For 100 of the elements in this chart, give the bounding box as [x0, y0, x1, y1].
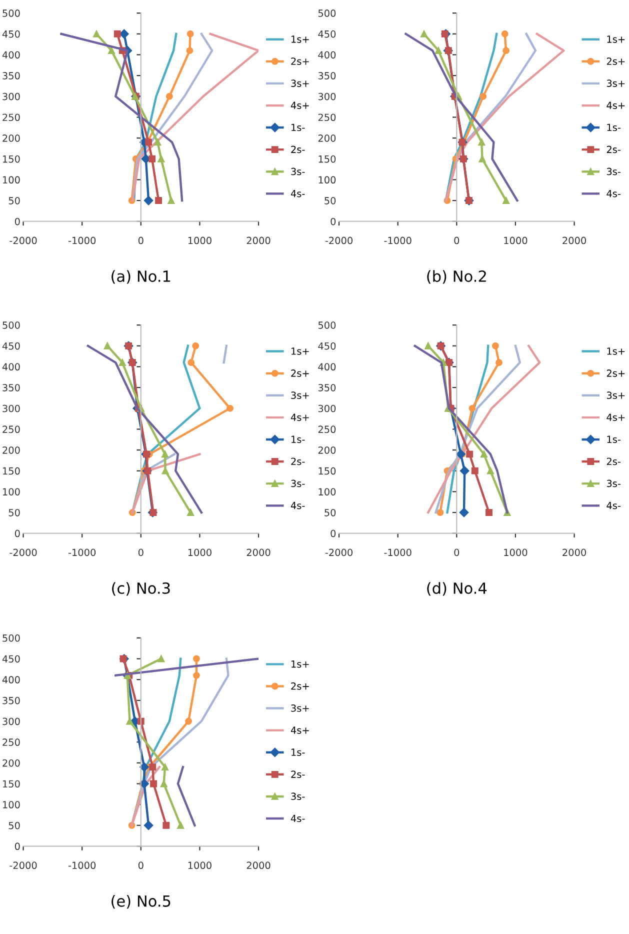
legend-label: 4s+: [290, 102, 309, 110]
y-tick-label: 500: [2, 634, 20, 642]
legend-label: 4s+: [606, 414, 625, 421]
x-tick-label: 0: [138, 236, 144, 244]
y-tick-label: 300: [2, 404, 20, 412]
text: (d) No.4: [427, 582, 487, 596]
y-tick-label: 150: [318, 467, 336, 475]
y-tick-label: 0: [330, 218, 336, 226]
y-tick-label: 0: [330, 530, 336, 538]
x-tick-label: -1000: [384, 548, 412, 556]
legend-label: 2s+: [606, 58, 625, 65]
y-tick-label: 200: [318, 134, 336, 142]
text: (e) No.5: [112, 895, 170, 909]
y-tick-label: 450: [318, 30, 336, 38]
x-tick-label: 2000: [246, 548, 270, 556]
legend-label: 3s-: [291, 480, 305, 488]
y-tick-label: 450: [318, 342, 336, 350]
y-tick-label: 450: [2, 30, 20, 38]
y-tick-label: 200: [2, 134, 20, 142]
legend-label: 3s+: [291, 80, 309, 87]
x-tick-label: -2000: [10, 548, 37, 556]
x-tick-label: -1000: [68, 548, 96, 556]
y-tick-label: 400: [2, 51, 20, 59]
y-tick-label: 250: [2, 114, 20, 122]
x-tick-label: -1000: [68, 862, 96, 870]
x-tick-label: 2000: [246, 236, 270, 244]
y-tick-label: 200: [318, 446, 336, 454]
x-tick-label: -2000: [325, 236, 353, 244]
x-tick-label: -1000: [384, 236, 412, 244]
legend-label: 3s-: [606, 168, 620, 176]
y-tick-label: 100: [318, 176, 336, 184]
y-tick-label: 350: [318, 72, 336, 80]
x-tick-label: 0: [454, 548, 460, 556]
y-tick-label: 450: [2, 342, 20, 350]
legend-label: 4s-: [606, 190, 620, 198]
legend-label: 2s-: [606, 458, 620, 466]
x-tick-label: 2000: [246, 862, 270, 870]
y-tick-label: 250: [318, 426, 336, 434]
y-tick-label: 500: [2, 10, 20, 17]
y-tick-label: 100: [318, 488, 336, 496]
legend-label: 3s+: [291, 704, 309, 712]
y-tick-label: 150: [3, 780, 20, 788]
y-tick-label: 200: [2, 446, 20, 454]
x-tick-label: 1000: [188, 862, 212, 870]
text: (c) No.3: [112, 582, 170, 596]
legend-label: 4s+: [290, 726, 309, 734]
legend-label: 2s-: [291, 770, 305, 778]
x-tick-label: -2000: [10, 236, 37, 244]
y-tick-label: 300: [2, 92, 20, 100]
x-tick-label: 2000: [562, 236, 586, 244]
legend-label: 4s-: [290, 190, 305, 198]
legend-label: 4s-: [290, 814, 305, 822]
y-tick-label: 250: [2, 426, 20, 434]
legend-label: 2s-: [291, 146, 305, 154]
x-tick-label: -1000: [68, 236, 96, 244]
x-tick-label: 1000: [504, 236, 528, 244]
y-tick-label: 300: [318, 404, 336, 412]
legend-label: 3s-: [291, 792, 305, 800]
legend-label: 1s-: [292, 124, 305, 132]
legend-label: 1s-: [607, 436, 620, 444]
legend-label: 2s+: [606, 370, 625, 377]
y-tick-label: 300: [2, 718, 20, 726]
x-tick-label: 0: [138, 862, 144, 870]
legend-label: 2s+: [291, 58, 309, 65]
y-tick-label: 150: [3, 467, 20, 475]
y-tick-label: 500: [318, 322, 336, 329]
x-tick-label: -2000: [325, 548, 353, 556]
y-tick-label: 350: [2, 696, 20, 704]
legend-label: 3s-: [291, 168, 305, 176]
y-tick-label: 350: [318, 384, 336, 392]
legend-label: 1s+: [292, 348, 309, 355]
y-tick-label: 400: [318, 51, 336, 59]
legend-label: 2s+: [291, 370, 309, 377]
y-tick-label: 350: [2, 72, 20, 80]
legend-label: 2s-: [291, 458, 305, 466]
y-tick-label: 50: [8, 197, 20, 204]
y-tick-label: 350: [2, 384, 20, 392]
x-tick-label: -2000: [10, 862, 37, 870]
y-tick-label: 500: [318, 10, 336, 17]
legend-label: 3s-: [606, 480, 620, 488]
y-tick-label: 50: [324, 197, 336, 204]
legend-label: 4s-: [290, 502, 305, 510]
legend-label: 3s+: [291, 392, 309, 399]
y-tick-label: 400: [2, 676, 20, 684]
y-tick-label: 100: [3, 176, 20, 184]
y-tick-label: 100: [3, 801, 20, 808]
legend-label: 4s+: [290, 414, 309, 421]
y-tick-label: 100: [3, 488, 20, 496]
y-tick-label: 0: [14, 218, 20, 226]
y-tick-label: 50: [8, 822, 20, 830]
legend-label: 4s+: [606, 102, 625, 110]
x-tick-label: 0: [454, 236, 460, 244]
x-tick-label: 0: [138, 548, 144, 556]
legend-label: 2s+: [291, 682, 309, 690]
legend-label: 1s+: [292, 660, 309, 668]
x-tick-label: 1000: [504, 548, 528, 556]
y-tick-label: 0: [14, 842, 20, 850]
y-tick-label: 50: [8, 508, 20, 516]
y-tick-label: 300: [318, 92, 336, 100]
y-tick-label: 150: [3, 155, 20, 163]
